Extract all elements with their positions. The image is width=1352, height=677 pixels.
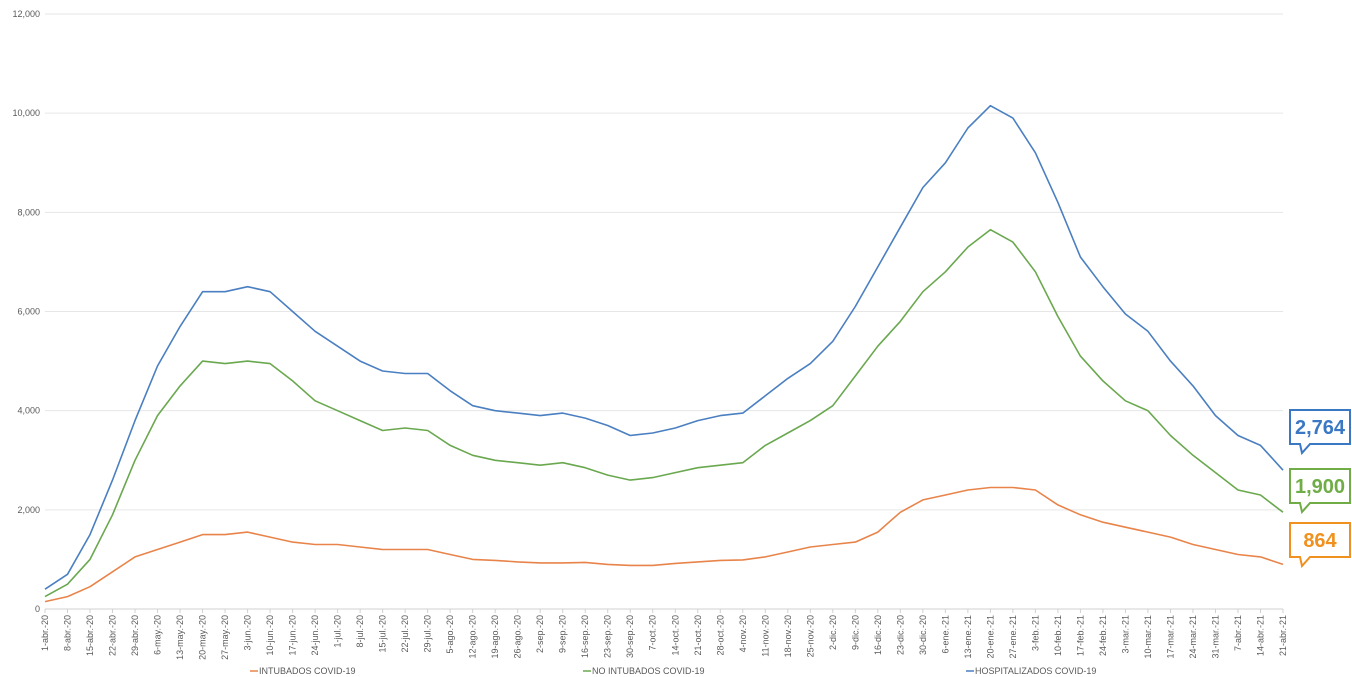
x-tick-label: 30-dic.-20 [918,615,928,655]
x-tick-label: 17-feb.-21 [1075,615,1085,656]
legend-label: HOSPITALIZADOS COVID-19 [975,666,1096,676]
x-tick-label: 20-may.-20 [198,615,208,660]
x-tick-label: 24-mar.-21 [1188,615,1198,659]
x-tick-label: 21-oct.-20 [693,615,703,656]
x-tick-label: 23-sep.-20 [603,615,613,658]
x-tick-label: 13-may.-20 [175,615,185,660]
x-tick-label: 14-abr.-21 [1255,615,1265,656]
series-line [44,486,1284,603]
x-tick-label: 24-feb.-21 [1098,615,1108,656]
callout-label: 864 [1303,530,1337,552]
x-tick-label: 7-oct.-20 [648,615,658,651]
x-tick-label: 28-oct.-20 [715,615,725,656]
x-tick-label: 6-may.-20 [153,615,163,655]
x-tick-label: 21-abr.-21 [1278,615,1288,656]
x-tick-label: 2-sep.-20 [535,615,545,653]
x-tick-label: 27-ene.-21 [1008,615,1018,659]
x-tick-label: 2-dic.-20 [828,615,838,650]
x-tick-label: 7-abr.-21 [1233,615,1243,651]
x-tick-label: 18-nov.-20 [783,615,793,657]
x-tick-label: 10-mar.-21 [1143,615,1153,659]
x-tick-label: 13-ene.-21 [963,615,973,659]
y-tick-label: 0 [35,604,40,614]
y-tick-label: 8,000 [17,207,40,217]
legend-label: INTUBADOS COVID-19 [259,666,356,676]
x-tick-label: 1-abr.-20 [40,615,50,651]
x-tick-label: 10-jun.-20 [265,615,275,656]
x-tick-label: 3-feb.-21 [1030,615,1040,651]
x-tick-label: 15-jul.-20 [378,615,388,653]
x-tick-label: 24-jun.-20 [310,615,320,656]
x-tick-label: 17-mar.-21 [1165,615,1175,659]
x-tick-label: 20-ene.-21 [985,615,995,659]
x-tick-label: 16-dic.-20 [873,615,883,655]
x-tick-label: 22-jul.-20 [400,615,410,653]
legend-label: NO INTUBADOS COVID-19 [592,666,705,676]
x-tick-label: 29-jul.-20 [423,615,433,653]
x-tick-label: 22-abr.-20 [108,615,118,656]
callout-box [1289,522,1351,569]
x-tick-label: 15-abr.-20 [85,615,95,656]
x-tick-label: 23-dic.-20 [895,615,905,655]
callout-label: 1,900 [1295,476,1345,498]
x-tick-label: 3-jun.-20 [243,615,253,651]
x-tick-label: 11-nov.-20 [760,615,770,657]
x-tick-label: 8-jul.-20 [355,615,365,648]
series-line [44,104,1284,590]
y-tick-label: 10,000 [12,108,40,118]
x-tick-label: 25-nov.-20 [805,615,815,657]
x-tick-label: 1-jul.-20 [333,615,343,648]
callout-box [1289,409,1351,456]
x-tick-label: 5-ago.-20 [445,615,455,654]
x-tick-label: 4-nov.-20 [738,615,748,652]
x-tick-label: 17-jun.-20 [288,615,298,656]
x-tick-label: 9-sep.-20 [558,615,568,653]
x-tick-label: 31-mar.-21 [1210,615,1220,659]
x-tick-label: 27-may.-20 [220,615,230,660]
x-tick-label: 29-abr.-20 [130,615,140,656]
x-tick-label: 10-feb.-21 [1053,615,1063,656]
y-tick-label: 2,000 [17,505,40,515]
x-tick-label: 30-sep.-20 [625,615,635,658]
y-tick-label: 6,000 [17,307,40,317]
x-tick-label: 14-oct.-20 [670,615,680,656]
x-tick-label: 16-sep.-20 [580,615,590,658]
x-tick-label: 3-mar.-21 [1120,615,1130,654]
y-tick-label: 4,000 [17,406,40,416]
x-tick-label: 26-ago.-20 [513,615,523,659]
callout-label: 2,764 [1295,417,1346,439]
x-tick-label: 9-dic.-20 [850,615,860,650]
x-tick-label: 19-ago.-20 [490,615,500,659]
x-tick-label: 12-ago.-20 [468,615,478,659]
x-tick-label: 6-ene.-21 [940,615,950,654]
callout-box [1289,468,1351,515]
series-line [44,228,1284,598]
y-tick-label: 12,000 [12,9,40,19]
x-tick-label: 8-abr.-20 [63,615,73,651]
